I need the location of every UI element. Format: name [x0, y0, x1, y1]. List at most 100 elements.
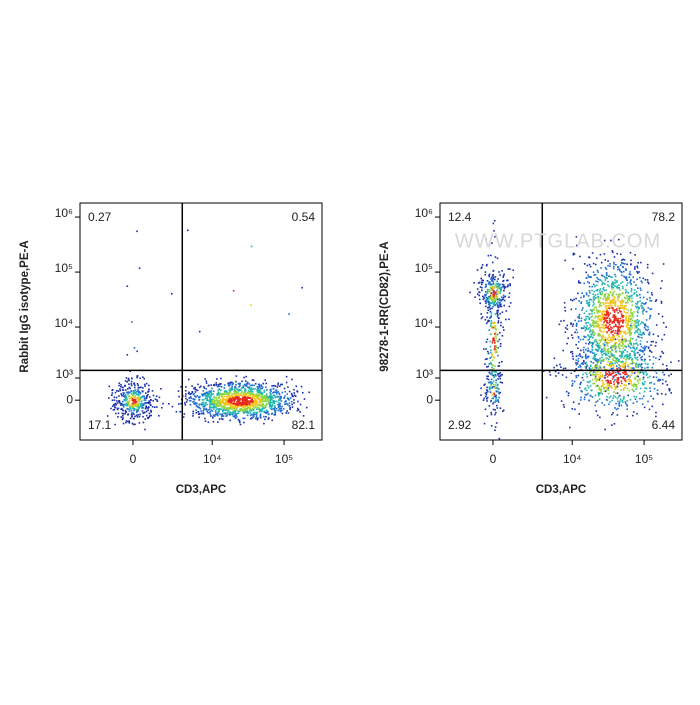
event-dot — [629, 340, 631, 343]
event-dot — [488, 320, 490, 322]
event-dot — [205, 388, 207, 390]
event-dot — [625, 384, 627, 387]
event-dot — [494, 276, 497, 278]
event-dot — [636, 303, 638, 305]
event-dot — [198, 406, 201, 409]
event-dot — [227, 402, 229, 404]
event-dot — [605, 371, 607, 374]
event-dot — [597, 322, 599, 325]
event-dot — [604, 320, 606, 322]
event-dot — [244, 389, 247, 392]
event-dot — [649, 297, 651, 299]
event-dot — [612, 292, 614, 294]
event-dot — [607, 327, 609, 329]
event-dot — [497, 304, 500, 307]
event-dot — [623, 362, 626, 365]
event-dot — [619, 367, 622, 370]
event-dot — [501, 286, 504, 288]
event-dot — [610, 366, 612, 368]
event-dot — [635, 302, 637, 305]
event-dot — [190, 393, 192, 395]
event-dot — [263, 407, 265, 410]
event-dot — [626, 299, 629, 302]
event-dot — [241, 406, 244, 409]
event-dot — [632, 276, 634, 278]
event-dot — [628, 358, 630, 360]
event-dot — [627, 357, 629, 360]
event-dot — [484, 299, 487, 302]
event-dot — [136, 408, 139, 411]
event-dot — [495, 381, 497, 384]
event-dot — [138, 397, 141, 399]
event-dot — [591, 285, 593, 288]
event-dot — [661, 382, 664, 385]
event-dot — [605, 317, 607, 320]
event-dot — [158, 396, 161, 399]
event-dot — [647, 376, 649, 379]
event-dot — [618, 403, 620, 405]
event-dot — [665, 326, 667, 328]
event-dot — [222, 410, 224, 413]
event-dot — [598, 309, 600, 312]
event-dot — [135, 414, 138, 417]
event-dot — [241, 380, 243, 383]
event-dot — [612, 251, 614, 254]
event-dot — [305, 406, 308, 409]
event-dot — [610, 373, 613, 375]
event-dot — [493, 304, 496, 306]
event-dot — [244, 388, 247, 391]
event-dot — [120, 385, 122, 388]
event-dot — [623, 365, 625, 367]
event-dot — [597, 298, 600, 300]
event-dot — [495, 337, 497, 340]
event-dot — [598, 387, 601, 389]
event-dot — [269, 403, 272, 405]
event-dot — [642, 347, 644, 349]
event-dot — [611, 348, 613, 351]
event-dot — [620, 345, 623, 347]
event-dot — [257, 395, 259, 398]
event-dot — [604, 339, 607, 341]
event-dot — [251, 395, 254, 398]
event-dot — [208, 392, 210, 394]
event-dot — [251, 379, 254, 381]
event-dot — [650, 308, 653, 310]
event-dot — [620, 320, 622, 322]
event-dot — [639, 329, 641, 331]
event-dot — [615, 360, 617, 363]
event-dot — [594, 317, 596, 319]
event-dot — [287, 398, 290, 400]
event-dot — [123, 395, 126, 397]
event-dot — [258, 402, 261, 405]
event-dot — [611, 250, 614, 252]
event-dot — [265, 402, 268, 405]
event-dot — [488, 282, 491, 285]
event-dot — [500, 298, 502, 301]
event-dot — [248, 393, 251, 395]
event-dot — [233, 400, 236, 402]
event-dot — [613, 335, 615, 337]
event-dot — [210, 403, 212, 405]
event-dot — [487, 390, 489, 393]
event-dot — [204, 408, 206, 411]
event-dot — [194, 402, 197, 404]
event-dot — [259, 401, 262, 403]
event-dot — [640, 345, 643, 348]
event-dot — [578, 281, 580, 284]
event-dot — [601, 290, 603, 293]
event-dot — [138, 404, 140, 407]
event-dot — [506, 279, 508, 282]
event-dot — [610, 305, 613, 307]
event-dot — [594, 325, 596, 327]
event-dot — [227, 395, 229, 398]
event-dot — [214, 406, 216, 409]
event-dot — [631, 359, 633, 361]
event-dot — [630, 309, 632, 312]
event-dot — [607, 345, 609, 347]
event-dot — [489, 388, 491, 391]
event-dot — [249, 409, 252, 412]
event-dot — [630, 313, 633, 315]
event-dot — [605, 308, 608, 311]
event-dot — [633, 292, 636, 294]
event-dot — [239, 408, 241, 411]
